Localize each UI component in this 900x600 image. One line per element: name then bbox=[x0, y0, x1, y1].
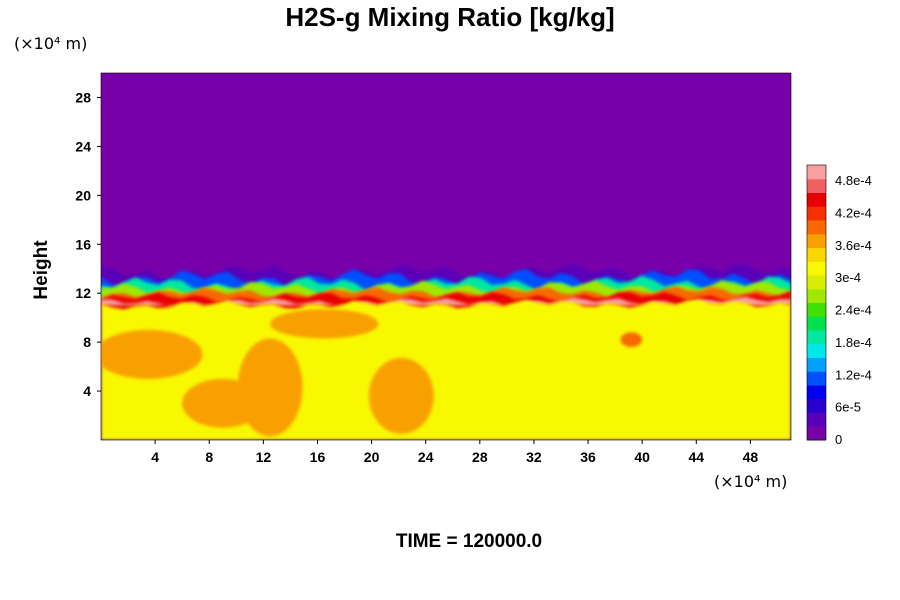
x-tick-label: 12 bbox=[256, 449, 272, 465]
colorbar-tick-label: 6e-5 bbox=[835, 400, 861, 415]
field-eddy bbox=[182, 378, 264, 428]
colorbar-tick-label: 4.2e-4 bbox=[835, 206, 872, 221]
colorbar-swatch bbox=[807, 302, 826, 317]
colorbar-swatch bbox=[807, 330, 826, 345]
colorbar-swatch bbox=[807, 398, 826, 413]
colorbar-swatch bbox=[807, 165, 826, 180]
y-tick-label: 16 bbox=[75, 236, 91, 252]
colorbar-swatch bbox=[807, 192, 826, 207]
colorbar-swatch bbox=[807, 275, 826, 290]
y-unit-label: (×10⁴ m) bbox=[14, 34, 88, 53]
colorbar: 0 6e-5 1.2e-4 1.8e-4 2.4e-4 3e-4 3.6e-4 4.2e-4 4… bbox=[806, 164, 872, 447]
field-eddy bbox=[101, 329, 203, 379]
colorbar-tick-label: 4.8e-4 bbox=[835, 173, 872, 188]
plot-frame bbox=[100, 72, 792, 441]
colorbar-swatch bbox=[807, 412, 826, 427]
field-eddy bbox=[270, 309, 379, 339]
y-tick-label: 8 bbox=[83, 334, 91, 350]
x-tick-label: 40 bbox=[634, 449, 650, 465]
colorbar-swatch bbox=[807, 247, 826, 262]
colorbar-swatch bbox=[807, 426, 826, 441]
colorbar-swatch bbox=[807, 261, 826, 276]
colorbar-swatch bbox=[807, 385, 826, 400]
colorbar-swatch bbox=[807, 220, 826, 235]
y-tick-label: 28 bbox=[75, 89, 91, 105]
colorbar-tick-label: 0 bbox=[835, 432, 842, 447]
field-eddy bbox=[368, 358, 434, 434]
colorbar-tick-label: 2.4e-4 bbox=[835, 303, 872, 318]
colorbar-swatch bbox=[807, 371, 826, 386]
colorbar-swatch bbox=[807, 288, 826, 303]
y-tick-label: 4 bbox=[83, 383, 91, 399]
time-label: TIME = 120000.0 bbox=[395, 531, 543, 552]
colorbar-swatch bbox=[807, 343, 826, 358]
field-eddy bbox=[620, 332, 643, 348]
y-axis: 4 8 12 16 20 24 28 bbox=[75, 89, 101, 399]
x-tick-label: 32 bbox=[526, 449, 542, 465]
x-tick-label: 4 bbox=[151, 449, 159, 465]
heatmap-field bbox=[101, 73, 791, 440]
x-axis: 4 8 12 16 20 24 28 32 36 40 44 48 bbox=[151, 440, 758, 465]
colorbar-tick-label: 1.8e-4 bbox=[835, 335, 872, 350]
colorbar-swatch bbox=[807, 357, 826, 372]
x-tick-label: 24 bbox=[418, 449, 434, 465]
colorbar-frame bbox=[806, 164, 827, 441]
x-tick-label: 44 bbox=[689, 449, 705, 465]
y-tick-label: 24 bbox=[75, 138, 91, 154]
colorbar-tick-label: 1.2e-4 bbox=[835, 367, 872, 382]
colorbar-tick-label: 3.6e-4 bbox=[835, 238, 872, 253]
x-tick-label: 36 bbox=[580, 449, 596, 465]
colorbar-swatch bbox=[807, 206, 826, 221]
x-unit-label: (×10⁴ m) bbox=[714, 472, 788, 491]
x-tick-label: 20 bbox=[364, 449, 380, 465]
colorbar-swatch bbox=[807, 233, 826, 248]
chart-title: H2S-g Mixing Ratio [kg/kg] bbox=[285, 2, 615, 32]
y-tick-label: 20 bbox=[75, 187, 91, 203]
x-tick-label: 16 bbox=[310, 449, 326, 465]
colorbar-swatch bbox=[807, 178, 826, 193]
x-tick-label: 28 bbox=[472, 449, 488, 465]
colorbar-tick-label: 3e-4 bbox=[835, 270, 861, 285]
x-tick-label: 8 bbox=[205, 449, 213, 465]
x-tick-label: 48 bbox=[743, 449, 759, 465]
colorbar-swatch bbox=[807, 316, 826, 331]
y-tick-label: 12 bbox=[75, 285, 91, 301]
